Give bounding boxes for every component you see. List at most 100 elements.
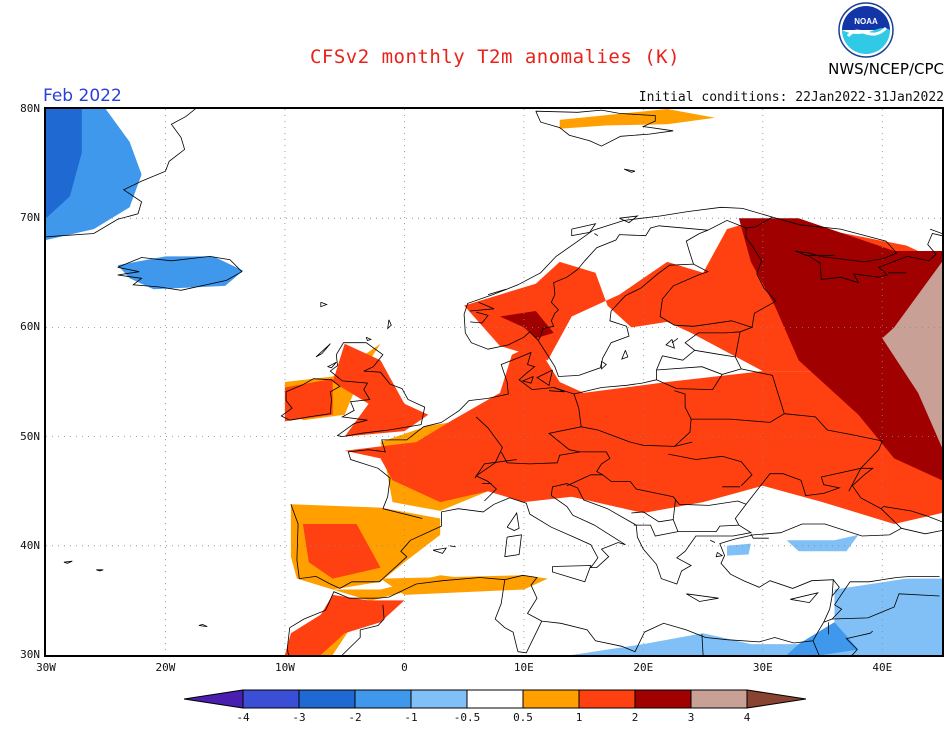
legend-label: -0.5: [453, 711, 481, 724]
coastline: [474, 459, 517, 479]
coastline: [315, 343, 331, 358]
anomaly-region: [302, 524, 381, 579]
legend-label: 3: [687, 711, 695, 724]
anomaly-region: [571, 578, 942, 655]
coastline: [500, 451, 747, 506]
anomaly-region: [284, 594, 405, 655]
coastline: [387, 319, 392, 330]
coastline: [535, 109, 674, 147]
coastline: [475, 416, 503, 502]
anomaly-region: [117, 256, 244, 290]
coastline: [571, 223, 597, 237]
coastline: [880, 506, 884, 509]
coastline: [536, 369, 553, 386]
legend-label: -3: [292, 711, 306, 724]
coastline: [790, 592, 819, 604]
coastline: [566, 474, 603, 487]
coastline: [672, 498, 676, 520]
legend-label: -2: [348, 711, 362, 724]
coastline: [470, 301, 495, 312]
coastline: [537, 219, 747, 341]
coastline: [594, 233, 599, 237]
anomaly-region: [786, 622, 859, 655]
coastline: [823, 604, 843, 623]
coastline: [686, 593, 719, 602]
legend-swatch: [354, 689, 412, 709]
legend-swatch: [242, 689, 300, 709]
agency-label: NWS/NCEP/CPC: [828, 60, 944, 78]
coastline: [280, 378, 341, 421]
coastline: [552, 565, 592, 583]
coastline: [46, 109, 196, 238]
coastline: [548, 393, 582, 453]
coastline: [831, 579, 840, 597]
lon-label: 10W: [274, 661, 295, 674]
coastline: [581, 390, 692, 447]
coastline: [621, 350, 629, 360]
svg-text:NOAA: NOAA: [854, 17, 878, 26]
lon-label: 40E: [872, 661, 893, 674]
anomaly-region: [332, 343, 429, 437]
coastline: [326, 361, 337, 369]
anomaly-shading: [46, 109, 942, 655]
lon-label: 30W: [36, 661, 56, 674]
anomaly-region: [500, 311, 554, 339]
coastline: [671, 337, 679, 344]
anomaly-region: [284, 378, 333, 422]
coastline: [382, 508, 423, 519]
coastline: [834, 575, 940, 606]
legend-swatch: [634, 689, 692, 709]
lon-label: 10E: [513, 661, 534, 674]
lat-label: 80N: [20, 102, 40, 115]
coastline: [694, 349, 736, 358]
legend-label: 4: [743, 711, 751, 724]
legend-swatch: [298, 689, 356, 709]
lat-lon-grid: [46, 109, 942, 655]
legend-swatch: [466, 689, 524, 709]
lon-label: 30E: [752, 661, 773, 674]
color-legend: [184, 689, 806, 709]
coastline: [96, 569, 104, 572]
month-label: Feb 2022: [43, 86, 122, 106]
coastline: [883, 506, 942, 523]
coastline: [656, 374, 723, 391]
anomaly-region: [46, 109, 82, 219]
map-title: CFSv2 monthly T2m anomalies (K): [309, 46, 681, 68]
coastline: [342, 604, 385, 655]
coastline: [619, 215, 639, 224]
lat-label: 60N: [20, 320, 40, 334]
coastline: [63, 560, 73, 564]
coastline: [320, 301, 328, 308]
anomaly-region: [290, 575, 536, 655]
initial-conditions-label: Initial conditions: 22Jan2022-31Jan2022: [638, 90, 944, 105]
coastline: [734, 331, 883, 469]
coastline: [674, 441, 693, 447]
anomaly-region: [727, 543, 751, 556]
lat-label: 40N: [20, 538, 40, 552]
coastline: [198, 623, 208, 627]
coastline: [848, 468, 862, 492]
coastline: [745, 216, 777, 328]
legend-swatch: [522, 689, 580, 709]
lon-label: 0: [401, 661, 408, 674]
coastline: [470, 311, 489, 324]
coastline: [633, 524, 739, 537]
legend-label: -1: [404, 711, 418, 724]
coastline: [504, 534, 522, 558]
anomaly-region: [738, 218, 942, 481]
coastline: [117, 255, 243, 291]
coastline: [286, 467, 903, 655]
coastline: [517, 620, 543, 654]
lat-label: 70N: [20, 211, 40, 225]
coastline: [548, 387, 565, 393]
lat-label: 50N: [20, 429, 40, 443]
map-canvas: [46, 109, 942, 655]
legend-swatch: [690, 689, 748, 709]
coastline: [929, 228, 942, 234]
coastline: [506, 511, 520, 531]
coastline: [656, 366, 742, 375]
coastline: [812, 630, 873, 655]
lon-label: 20E: [633, 661, 654, 674]
coastline: [691, 413, 785, 423]
legend-arrow-high: [746, 689, 806, 709]
